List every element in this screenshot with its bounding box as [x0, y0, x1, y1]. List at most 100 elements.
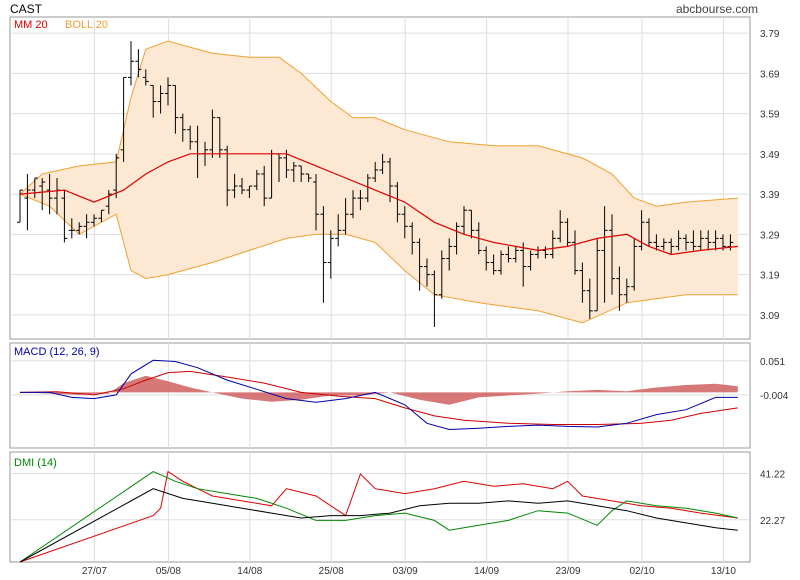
- macd-title: MACD (12, 26, 9): [14, 346, 100, 358]
- ohlc-bar: [98, 209, 105, 223]
- mm20-line: [19, 153, 738, 256]
- price-y-tick: 3.19: [760, 271, 780, 282]
- dmi-plus-line: [19, 470, 738, 563]
- ohlc-bar: [653, 234, 660, 251]
- ohlc-bar: [372, 161, 379, 183]
- price-y-tick: 3.09: [760, 311, 780, 322]
- moving-average-line: [19, 153, 738, 256]
- adx-line: [19, 488, 738, 563]
- price-y-tick: 3.39: [760, 190, 780, 201]
- ohlc-bar: [224, 145, 231, 207]
- ohlc-bar: [660, 238, 667, 251]
- ohlc-bar: [68, 218, 75, 239]
- bollinger-upper-line: [19, 40, 738, 207]
- macd-histogram: [20, 375, 738, 405]
- macd-panel-frame: [9, 342, 751, 449]
- ohlc-bar: [61, 190, 68, 243]
- ohlc-bar: [120, 76, 127, 162]
- symbol-title: CAST: [10, 2, 43, 16]
- ohlc-bar: [461, 206, 467, 235]
- ohlc-bar: [105, 190, 112, 215]
- ohlc-bar: [453, 222, 460, 255]
- price-y-tick: 3.29: [760, 230, 780, 241]
- legend-mm20: MM 20: [14, 19, 48, 31]
- x-date-tick: 14/08: [237, 566, 262, 577]
- macd-line: [20, 359, 738, 431]
- ohlc-bar: [253, 169, 260, 191]
- ohlc-bar: [512, 246, 519, 263]
- ohlc-bar: [683, 234, 689, 251]
- ohlc-bar: [327, 230, 334, 279]
- ohlc-bar: [505, 246, 512, 263]
- ohlc-bar: [246, 185, 253, 199]
- ohlc-bar: [387, 157, 393, 203]
- ohlc-bar: [179, 113, 186, 142]
- ohlc-bar: [616, 266, 623, 311]
- ohlc-bar: [31, 177, 38, 199]
- ohlc-bar: [216, 117, 223, 158]
- ohlc-bar: [646, 218, 652, 247]
- ohlc-bar: [150, 84, 157, 118]
- ohlc-bar: [697, 230, 704, 251]
- ohlc-bar: [498, 250, 504, 275]
- x-date-tick: 05/08: [156, 566, 181, 577]
- ohlc-bar: [320, 206, 327, 303]
- ohlc-bar: [172, 84, 179, 134]
- x-date-tick: 02/10: [629, 566, 654, 577]
- dmi-panel-frame: [9, 451, 751, 563]
- ohlc-bar: [705, 230, 712, 251]
- ohlc-bar: [564, 218, 571, 247]
- ohlc-bar: [601, 206, 608, 303]
- ohlc-bar: [313, 173, 319, 231]
- source-label[interactable]: abcbourse.com: [675, 2, 758, 16]
- legend-boll20: BOLL 20: [65, 19, 108, 31]
- ohlc-bar: [623, 278, 630, 303]
- ohlc-bar: [594, 238, 601, 312]
- price-y-tick: 3.69: [760, 69, 780, 80]
- ohlc-bar: [128, 41, 134, 86]
- ohlc-bar: [431, 270, 438, 327]
- macd-y-tick: 0.051: [760, 357, 785, 368]
- dmi-title: DMI (14): [14, 457, 57, 469]
- price-y-tick: 3.79: [760, 29, 780, 40]
- ohlc-bar: [209, 109, 216, 158]
- dmi-series: [19, 470, 738, 563]
- ohlc-bar: [483, 246, 490, 271]
- ohlc-bar: [557, 210, 564, 243]
- macd-series: [19, 359, 738, 431]
- ohlc-bar: [91, 214, 97, 227]
- axis-tick-labels: 3.79 3.69 3.59 3.49 3.39 3.29 3.19 3.09 27/07 05/…: [82, 29, 789, 577]
- ohlc-bar: [231, 173, 238, 199]
- ohlc-bar: [468, 209, 475, 239]
- ohlc-bar: [305, 173, 312, 183]
- ohlc-bar: [572, 230, 578, 275]
- x-date-tick: 25/08: [319, 566, 344, 577]
- x-date-tick: 23/09: [555, 566, 580, 577]
- ohlc-bar: [342, 198, 349, 235]
- ohlc-bar: [609, 214, 615, 295]
- x-date-tick: 13/10: [711, 566, 736, 577]
- ohlc-bar: [586, 278, 593, 319]
- ohlc-bar: [690, 230, 697, 251]
- ohlc-bar: [335, 214, 342, 247]
- ohlc-bar: [187, 125, 194, 150]
- ohlc-bar: [712, 230, 719, 251]
- x-date-tick: 03/09: [393, 566, 418, 577]
- ohlc-bar: [350, 190, 356, 219]
- ohlc-bar: [631, 238, 638, 291]
- ohlc-bar: [83, 214, 90, 239]
- ohlc-bar: [424, 258, 430, 287]
- ohlc-bar: [401, 206, 408, 239]
- ohlc-bar: [379, 153, 386, 174]
- ohlc-bar: [261, 165, 268, 207]
- price-bars: [17, 41, 734, 327]
- ohlc-bar: [549, 230, 556, 259]
- ohlc-bar: [409, 222, 416, 255]
- x-date-tick: 27/07: [82, 566, 107, 577]
- ohlc-bar: [364, 173, 371, 203]
- ohlc-bar: [239, 178, 245, 195]
- dmi-y-tick: 41.22: [760, 469, 785, 480]
- ohlc-bar: [520, 242, 527, 287]
- ohlc-bar: [675, 230, 682, 251]
